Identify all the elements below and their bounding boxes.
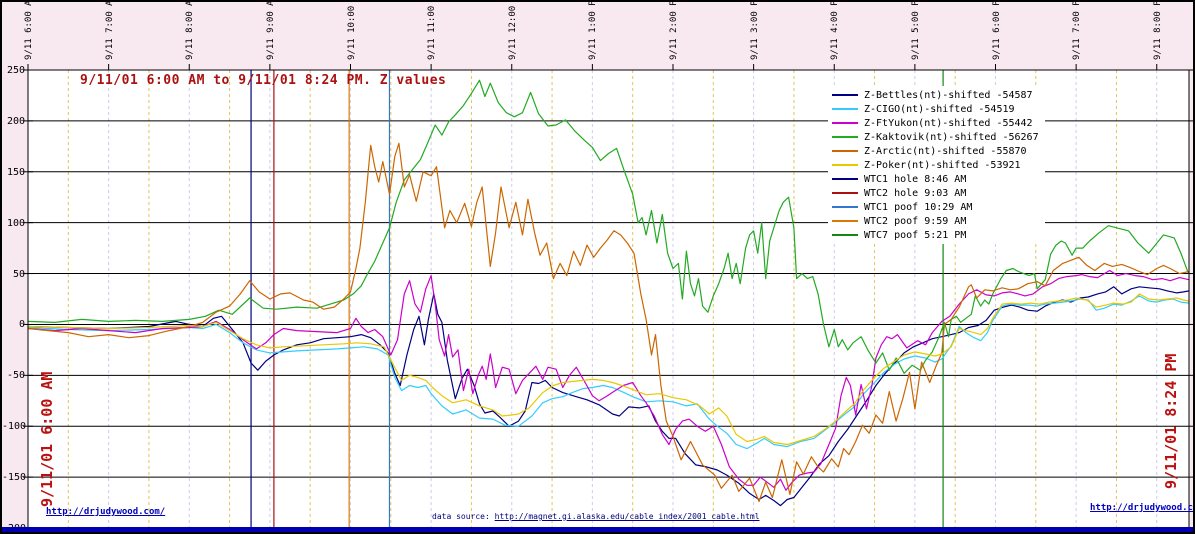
legend: Z-Bettles(nt)-shifted -54587 Z-CIGO(nt)-s… <box>828 86 1045 244</box>
legend-swatch <box>832 136 858 138</box>
legend-item: WTC1 hole 8:46 AM <box>832 172 1039 186</box>
x-axis-label: 9/11 4:00 PM <box>830 0 841 60</box>
legend-swatch <box>832 122 858 124</box>
legend-item: Z-CIGO(nt)-shifted -54519 <box>832 102 1039 116</box>
y-axis-label: 50 <box>12 268 25 280</box>
x-axis-label: 9/11 7:00 PM <box>1072 0 1083 60</box>
legend-label: WTC1 poof 10:29 AM <box>864 201 973 213</box>
legend-swatch <box>832 206 858 208</box>
x-axis-label: 9/11 2:00 PM <box>669 0 679 60</box>
legend-swatch <box>832 108 858 110</box>
legend-label: Z-Kaktovik(nt)-shifted -56267 <box>864 131 1039 143</box>
y-axis-label: -50 <box>6 370 25 382</box>
legend-item: Z-Arctic(nt)-shifted -55870 <box>832 144 1039 158</box>
series-line <box>28 142 1189 503</box>
legend-label: Z-Arctic(nt)-shifted -55870 <box>864 145 1027 157</box>
x-axis-label: 9/11 7:00 AM <box>104 0 115 60</box>
legend-swatch <box>832 234 858 236</box>
x-axis-label: 9/11 8:00 PM <box>1152 0 1163 60</box>
y-axis-label: -150 <box>2 472 27 484</box>
legend-label: WTC2 hole 9:03 AM <box>864 187 967 199</box>
x-axis-label: 9/11 10:00 AM <box>346 0 357 60</box>
legend-item: WTC2 hole 9:03 AM <box>832 186 1039 200</box>
x-axis-label: 9/11 12:00 PM <box>507 0 518 60</box>
legend-label: Z-Poker(nt)-shifted -53921 <box>864 159 1021 171</box>
legend-item: Z-FtYukon(nt)-shifted -55442 <box>832 116 1039 130</box>
x-axis-label: 9/11 11:00 AM <box>427 0 438 60</box>
y-axis-label: 150 <box>6 166 25 178</box>
x-axis-label: 9/11 5:00 PM <box>910 0 921 60</box>
y-axis-label: -100 <box>2 421 27 433</box>
chart-title: 9/11/01 6:00 AM to 9/11/01 8:24 PM. Z va… <box>80 73 447 88</box>
legend-item: Z-Kaktovik(nt)-shifted -56267 <box>832 130 1039 144</box>
bottom-bar <box>2 527 1193 532</box>
x-axis-label: 9/11 3:00 PM <box>749 0 760 60</box>
x-axis-label: 9/11 6:00 AM <box>24 0 34 60</box>
data-source-prefix: data source: <box>432 512 495 521</box>
legend-item: WTC2 poof 9:59 AM <box>832 214 1039 228</box>
legend-label: WTC2 poof 9:59 AM <box>864 215 967 227</box>
legend-label: Z-Bettles(nt)-shifted -54587 <box>864 89 1033 101</box>
x-axis-label: 9/11 8:00 AM <box>185 0 196 60</box>
legend-label: Z-FtYukon(nt)-shifted -55442 <box>864 117 1033 129</box>
legend-swatch <box>832 178 858 180</box>
series-line <box>28 79 1189 374</box>
legend-label: WTC7 poof 5:21 PM <box>864 229 967 241</box>
y-axis-label: 200 <box>6 115 25 127</box>
series-line <box>28 295 1189 450</box>
left-time-label: 9/11/01 6:00 AM <box>38 371 56 507</box>
legend-item: WTC1 poof 10:29 AM <box>832 200 1039 214</box>
legend-swatch <box>832 150 858 152</box>
legend-swatch <box>832 220 858 222</box>
data-source-link[interactable]: http://magnet.gi.alaska.edu/cable_index/… <box>494 512 760 521</box>
x-axis-label: 9/11 9:00 AM <box>265 0 276 60</box>
x-axis-label: 9/11 1:00 PM <box>588 0 599 60</box>
y-axis-label: 250 <box>6 65 25 76</box>
legend-swatch <box>832 192 858 194</box>
y-axis-label: 0 <box>18 319 25 331</box>
series-line <box>28 269 1189 491</box>
y-axis-label: 100 <box>6 217 25 229</box>
legend-item: WTC7 poof 5:21 PM <box>832 228 1039 242</box>
legend-swatch <box>832 164 858 166</box>
footer-link-left[interactable]: http://drjudywood.com/ <box>46 507 166 517</box>
legend-label: WTC1 hole 8:46 AM <box>864 173 967 185</box>
data-source-text: data source: http://magnet.gi.alaska.edu… <box>432 512 760 521</box>
footer-link-right[interactable]: http://drjudywood.com/ <box>1090 503 1193 513</box>
legend-item: Z-Poker(nt)-shifted -53921 <box>832 158 1039 172</box>
legend-swatch <box>832 94 858 96</box>
right-time-label: 9/11/01 8:24 PM <box>1162 353 1180 489</box>
x-axis-label: 9/11 6:00 PM <box>991 0 1002 60</box>
legend-label: Z-CIGO(nt)-shifted -54519 <box>864 103 1015 115</box>
legend-item: Z-Bettles(nt)-shifted -54587 <box>832 88 1039 102</box>
series-line <box>28 293 1189 446</box>
